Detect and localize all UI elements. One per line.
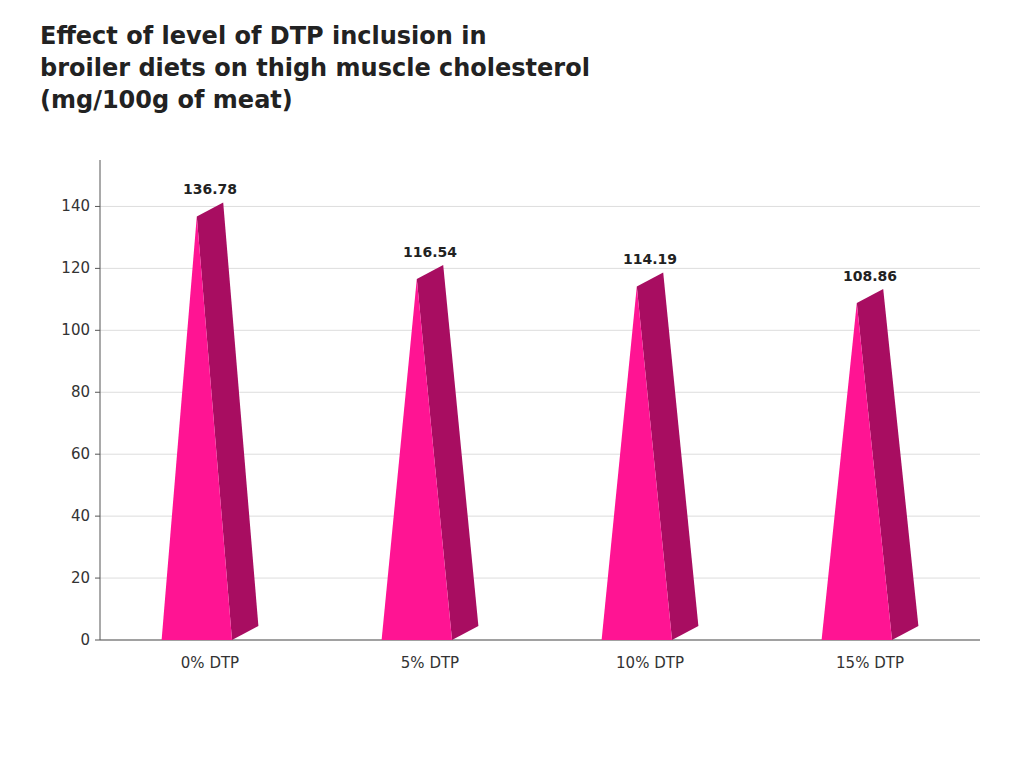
data-label: 108.86	[843, 268, 897, 284]
y-axis: 0 20 40 60 80 100 120 140	[61, 197, 980, 649]
marks	[162, 202, 919, 640]
tick-mark	[95, 392, 100, 393]
category-label: 0% DTP	[181, 654, 239, 672]
pyramid	[822, 303, 892, 640]
y-axis-line	[100, 160, 101, 640]
title: Effect of level of DTP inclusion in	[40, 22, 487, 50]
tick-mark	[95, 578, 100, 579]
category-label: 5% DTP	[401, 654, 459, 672]
category-label: 15% DTP	[836, 654, 904, 672]
labels: 136.78 0% DTP 116.54 5% DTP 114.19 10% DTP 108…	[181, 181, 904, 672]
chart-container: Effect of level of DTP inclusion in broil…	[0, 0, 1024, 768]
title: broiler diets on thigh muscle cholestero…	[40, 54, 590, 82]
pyramid	[602, 286, 672, 640]
tick-label: 100	[61, 321, 90, 339]
tick-label: 60	[71, 445, 90, 463]
tick-label: 80	[71, 383, 90, 401]
tick-label: 120	[61, 259, 90, 277]
chart: Effect of level of DTP inclusion in broil…	[0, 0, 1024, 768]
category-label: 10% DTP	[616, 654, 684, 672]
pyramid	[162, 216, 232, 640]
grid-line	[100, 206, 980, 207]
title: (mg/100g of meat)	[40, 86, 293, 114]
tick-label: 0	[80, 631, 90, 649]
data-label: 136.78	[183, 181, 237, 197]
tick-mark	[95, 516, 100, 517]
tick-mark	[95, 268, 100, 269]
tick-mark	[95, 640, 100, 641]
pyramid	[382, 279, 452, 640]
tick-label: 20	[71, 569, 90, 587]
tick-mark	[95, 206, 100, 207]
tick-label: 140	[61, 197, 90, 215]
tick-mark	[95, 330, 100, 331]
tick-label: 40	[71, 507, 90, 525]
data-label: 116.54	[403, 244, 457, 260]
tick-mark	[95, 454, 100, 455]
data-label: 114.19	[623, 251, 677, 267]
